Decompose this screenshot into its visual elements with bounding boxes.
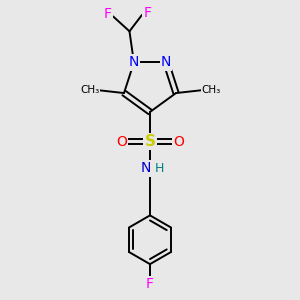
- Text: N: N: [140, 161, 151, 176]
- Text: N: N: [161, 56, 171, 70]
- Text: O: O: [116, 135, 127, 149]
- Text: H: H: [155, 162, 164, 175]
- Text: CH₃: CH₃: [80, 85, 99, 95]
- Text: F: F: [104, 7, 112, 21]
- Text: O: O: [173, 135, 184, 149]
- Text: F: F: [146, 277, 154, 291]
- Text: N: N: [129, 56, 139, 70]
- Text: S: S: [145, 134, 155, 149]
- Text: F: F: [143, 6, 151, 20]
- Text: CH₃: CH₃: [202, 85, 221, 95]
